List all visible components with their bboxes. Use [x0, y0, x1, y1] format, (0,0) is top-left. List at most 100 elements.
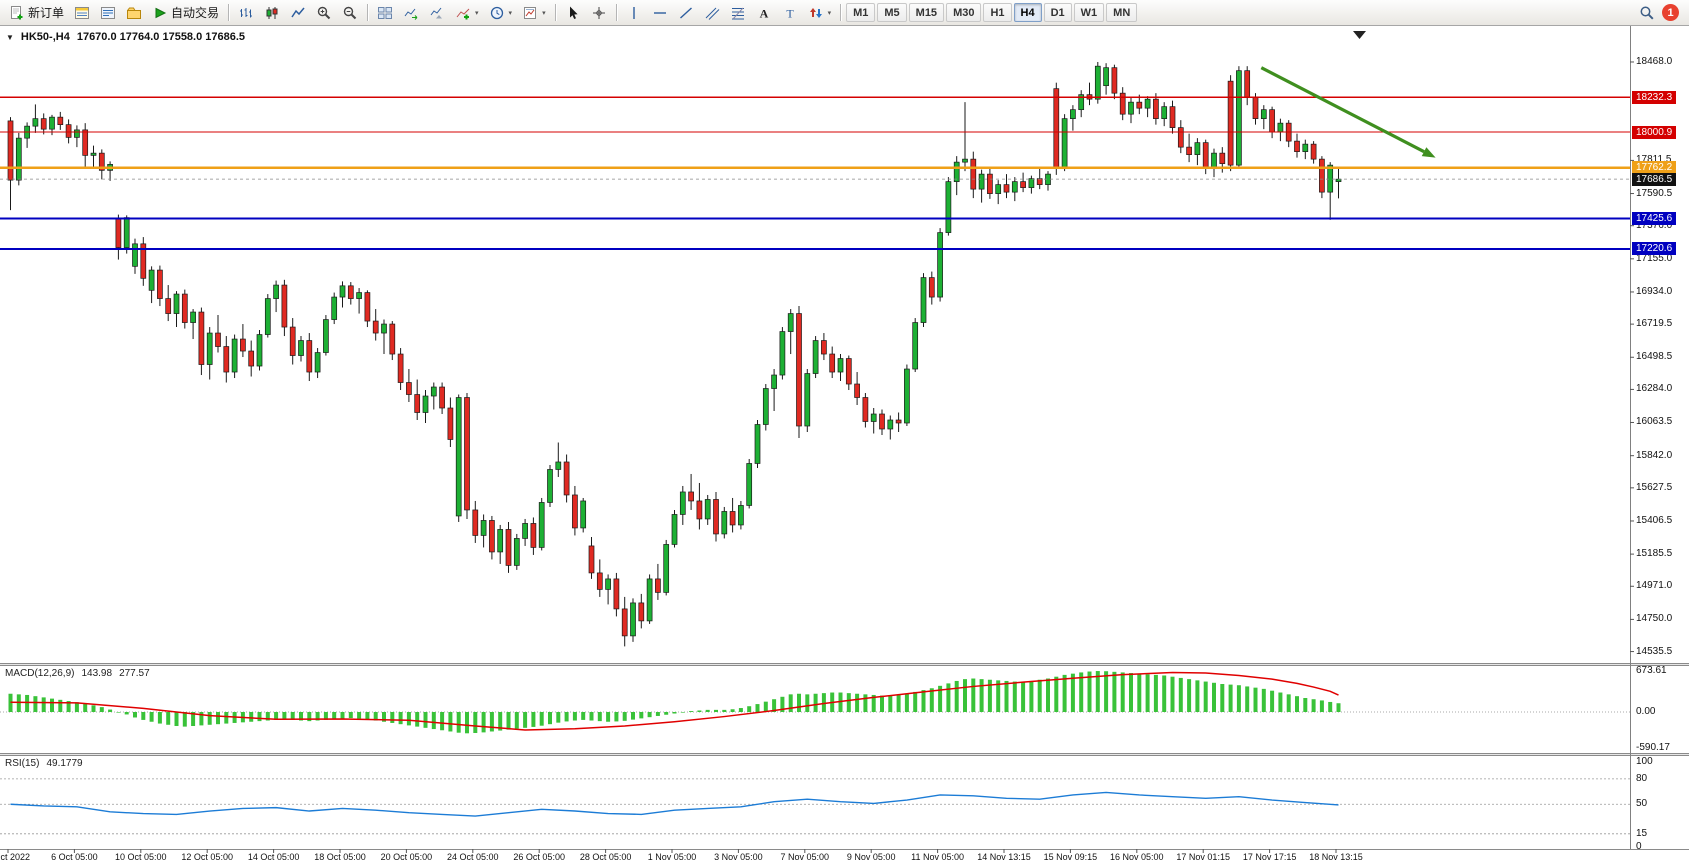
- market-watch-button[interactable]: [69, 2, 95, 23]
- time-axis-label: 6 Oct 05:00: [51, 852, 98, 862]
- autotrading-label: 自动交易: [171, 6, 220, 20]
- new-order-icon: [9, 5, 25, 21]
- price-axis-label: 16284.0: [1636, 383, 1673, 395]
- text-button[interactable]: A: [751, 2, 777, 23]
- zoom-in-button[interactable]: [311, 2, 337, 23]
- candles-series: [7, 61, 1342, 647]
- time-axis-label: 28 Oct 05:00: [579, 852, 632, 862]
- horizontal-line-icon: [652, 5, 668, 21]
- pane-separators[interactable]: [0, 663, 1689, 756]
- price-line-badge: 18000.9: [1632, 125, 1677, 139]
- macd-pane: [0, 671, 1630, 734]
- timeframe-m30-button[interactable]: M30: [946, 3, 982, 22]
- time-axis-label: 3 Oct 2022: [0, 852, 31, 862]
- candlestick-chart-button[interactable]: [259, 2, 285, 23]
- time-axis-label: 11 Nov 05:00: [911, 852, 965, 862]
- horizontal-line-button[interactable]: [647, 2, 673, 23]
- trend-arrow-annotation[interactable]: [1260, 66, 1436, 158]
- time-axis-label: 10 Oct 05:00: [115, 852, 167, 862]
- rsi-pane: [0, 778, 1630, 835]
- timeframe-w1-button[interactable]: W1: [1073, 3, 1105, 22]
- time-axis-label: 3 Nov 05:00: [714, 852, 763, 862]
- data-window-button[interactable]: [95, 2, 121, 23]
- bar-chart-icon: [238, 5, 254, 21]
- tile-windows-button[interactable]: [372, 2, 398, 23]
- new-order-button[interactable]: 新订单: [4, 2, 69, 23]
- cursor-button[interactable]: [560, 2, 586, 23]
- templates-icon: [522, 5, 538, 21]
- channel-button[interactable]: [699, 2, 725, 23]
- arrows-button[interactable]: ▾: [803, 2, 837, 23]
- bar-chart-button[interactable]: [233, 2, 259, 23]
- navigator-button[interactable]: [121, 2, 147, 23]
- time-axis-label: 15 Nov 09:15: [1043, 852, 1098, 862]
- fibonacci-button[interactable]: [725, 2, 751, 23]
- price-axis: 18468.0 17811.5 17590.5 17376.0 17155.0 16934…: [1631, 26, 1689, 852]
- line-chart-button[interactable]: [285, 2, 311, 23]
- line-chart-icon: [290, 5, 306, 21]
- auto-scroll-icon: [403, 5, 419, 21]
- price-axis-label: 15185.5: [1636, 548, 1673, 560]
- timeframe-d1-button[interactable]: D1: [1043, 3, 1072, 22]
- price-line-badge: 18232.3: [1632, 90, 1677, 104]
- trendline-button[interactable]: [673, 2, 699, 23]
- toolbar-separator: [840, 4, 842, 21]
- time-axis-label: 7 Nov 05:00: [780, 852, 830, 862]
- autotrading-button[interactable]: 自动交易: [147, 2, 224, 23]
- macd-signal-value: 277.57: [119, 668, 150, 679]
- chart-shift-marker-icon[interactable]: [1353, 31, 1366, 39]
- price-axis-label: 17376.0: [1636, 219, 1673, 231]
- macd-axis-label: 673.61: [1636, 665, 1667, 676]
- one-click-trading-icon[interactable]: ▼: [6, 32, 14, 42]
- timeframe-m15-button[interactable]: M15: [908, 3, 945, 22]
- price-line-badge: 17425.6: [1632, 211, 1677, 225]
- autotrading-icon: [152, 5, 168, 21]
- text-icon: A: [756, 5, 772, 21]
- notification-badge[interactable]: 1: [1662, 4, 1679, 21]
- auto-scroll-button[interactable]: [398, 2, 424, 23]
- macd-main-value: 143.98: [81, 668, 113, 679]
- templates-button[interactable]: ▾: [517, 2, 551, 23]
- time-axis-label: 18 Nov 13:15: [1309, 852, 1363, 862]
- timeframe-mn-button[interactable]: MN: [1106, 3, 1138, 22]
- macd-axis-label: -590.17: [1636, 741, 1670, 753]
- zoom-out-button[interactable]: [337, 2, 363, 23]
- toolbar-separator: [615, 4, 617, 21]
- timeframe-h4-button[interactable]: H4: [1013, 3, 1042, 22]
- chart-shift-button[interactable]: [424, 2, 450, 23]
- time-axis-label: 18 Oct 05:00: [314, 852, 366, 862]
- price-axis-label: 16719.5: [1636, 318, 1673, 330]
- crosshair-button[interactable]: [586, 2, 612, 23]
- timeframe-h1-button[interactable]: H1: [983, 3, 1012, 22]
- time-axis: 3 Oct 2022 6 Oct 05:00 10 Oct 05:00 12 Oct …: [0, 849, 1689, 866]
- horizontal-level-lines[interactable]: [0, 96, 1630, 250]
- label-button[interactable]: T: [777, 2, 803, 23]
- price-axis-label: 16063.5: [1636, 416, 1673, 428]
- timeframe-m1-button[interactable]: M1: [846, 3, 876, 22]
- price-axis-label: 17811.5: [1636, 154, 1672, 166]
- time-axis-label: 26 Oct 05:00: [513, 852, 565, 862]
- toolbar-separator: [367, 4, 369, 21]
- rsi-axis-label: 100: [1636, 756, 1653, 767]
- chart-plot[interactable]: [0, 26, 1689, 866]
- ohlc-values: 17670.0 17764.0 17558.0 17686.5: [76, 31, 246, 43]
- chevron-down-icon: ▾: [508, 9, 513, 17]
- toolbar-separator: [554, 4, 556, 21]
- toolbar-separator: [228, 4, 230, 21]
- time-axis-label: 1 Nov 05:00: [647, 852, 697, 862]
- vertical-line-button[interactable]: [621, 2, 647, 23]
- crosshair-icon: [591, 5, 607, 21]
- new-order-label: 新订单: [28, 6, 65, 20]
- timeframe-m5-button[interactable]: M5: [877, 3, 907, 22]
- zoom-out-icon: [342, 5, 358, 21]
- rsi-axis-label: 15: [1636, 827, 1648, 839]
- price-axis-label: 17155.0: [1636, 252, 1673, 264]
- search-button[interactable]: [1634, 2, 1660, 23]
- time-axis-label: 12 Oct 05:00: [181, 852, 233, 862]
- periods-button[interactable]: ▾: [484, 2, 518, 23]
- time-axis-label: 24 Oct 05:00: [447, 852, 499, 862]
- svg-text:A: A: [759, 6, 768, 20]
- indicators-button[interactable]: ▾: [450, 2, 484, 23]
- macd-indicator-label: MACD(12,26,9) 143.98 277.57: [5, 668, 150, 679]
- time-axis-label: 14 Nov 13:15: [977, 852, 1031, 862]
